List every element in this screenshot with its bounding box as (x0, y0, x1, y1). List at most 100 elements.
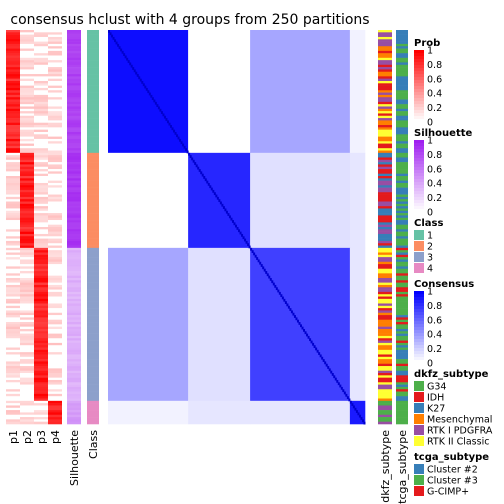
class-cell-row-56 (87, 157, 99, 161)
prob-cell-p4-row-31 (48, 99, 62, 103)
prob-cell-p3-row-75 (34, 201, 48, 205)
prob-cell-p4-row-143 (48, 359, 62, 362)
silhouette-cell-row-132 (67, 333, 81, 337)
silhouette-cell-row-5 (67, 39, 81, 42)
prob-cell-p1-row-85 (6, 224, 20, 228)
legend-swatch-silhouette-19 (414, 197, 424, 201)
prob-cell-p3-row-90 (34, 236, 48, 239)
prob-cell-p3-row-103 (34, 266, 48, 270)
prob-cell-p4-row-83 (48, 220, 62, 223)
consensus-diagonal-cell-67 (207, 182, 210, 186)
prob-cell-p4-row-93 (48, 243, 62, 246)
dkfz-subtype-cell-row-111 (378, 284, 392, 288)
prob-cell-p3-row-130 (34, 328, 48, 332)
class-cell-row-72 (87, 194, 99, 198)
class-cell-row-132 (87, 333, 99, 337)
prob-cell-p1-row-69 (6, 187, 20, 191)
silhouette-cell-row-153 (67, 382, 81, 385)
prob-cell-p3-row-104 (34, 268, 48, 272)
prob-cell-p4-row-19 (48, 71, 62, 75)
prob-cell-p1-row-135 (6, 340, 20, 344)
silhouette-cell-row-119 (67, 303, 81, 307)
dkfz-subtype-cell-row-6 (378, 41, 392, 45)
prob-cell-p2-row-13 (20, 57, 34, 61)
silhouette-cell-row-122 (67, 310, 81, 314)
silhouette-cell-row-29 (67, 94, 81, 98)
class-cell-row-157 (87, 391, 99, 395)
prob-cell-p1-row-113 (6, 289, 20, 293)
prob-cell-p4-row-114 (48, 291, 62, 295)
class-cell-row-84 (87, 222, 99, 225)
class-cell-row-75 (87, 201, 99, 205)
class-cell-row-18 (87, 69, 99, 73)
tcga-subtype-cell-row-41 (396, 122, 408, 126)
dkfz-subtype-cell-row-158 (378, 393, 392, 397)
consensus-diagonal-cell-72 (215, 194, 218, 198)
dkfz-subtype-cell-row-54 (378, 152, 392, 156)
tcga-subtype-cell-row-65 (396, 178, 408, 181)
tcga-subtype-cell-row-110 (396, 282, 408, 286)
consensus-diagonal-cell-148 (330, 370, 333, 374)
class-cell-row-92 (87, 240, 99, 244)
dkfz-subtype-cell-row-31 (378, 99, 392, 103)
legend-title-class: Class (414, 218, 443, 229)
prob-cell-p4-row-66 (48, 180, 62, 184)
silhouette-cell-row-146 (67, 366, 81, 369)
silhouette-cell-row-81 (67, 215, 81, 219)
prob-cell-p2-row-69 (20, 187, 34, 191)
prob-cell-p1-row-94 (6, 245, 20, 249)
tcga-subtype-cell-row-7 (396, 43, 408, 47)
prob-cell-p3-row-152 (34, 379, 48, 383)
prob-cell-p3-row-31 (34, 99, 48, 103)
consensus-diagonal-cell-81 (228, 215, 231, 219)
dkfz-subtype-cell-row-24 (378, 83, 392, 86)
silhouette-cell-row-163 (67, 405, 81, 409)
silhouette-cell-row-26 (67, 87, 81, 91)
tcga-subtype-cell-row-112 (396, 287, 408, 290)
prob-cell-p3-row-13 (34, 57, 48, 61)
prob-cell-p3-row-46 (34, 134, 48, 137)
legend-swatch-silhouette-7 (414, 161, 424, 165)
dkfz-subtype-cell-row-48 (378, 138, 392, 142)
dkfz-subtype-cell-row-138 (378, 347, 392, 351)
consensus-diagonal-cell-95 (250, 247, 253, 251)
prob-cell-p4-row-98 (48, 254, 62, 258)
consensus-diagonal-cell-126 (296, 319, 299, 323)
dkfz-subtype-cell-row-51 (378, 145, 392, 149)
silhouette-cell-row-133 (67, 335, 81, 339)
prob-cell-p3-row-154 (34, 384, 48, 388)
prob-cell-p1-row-132 (6, 333, 20, 337)
prob-cell-p4-row-26 (48, 87, 62, 91)
prob-cell-p4-row-85 (48, 224, 62, 228)
prob-cell-p4-row-16 (48, 64, 62, 68)
dkfz-subtype-cell-row-153 (378, 382, 392, 385)
prob-cell-p4-row-128 (48, 324, 62, 327)
prob-cell-p1-row-58 (6, 162, 20, 165)
prob-cell-p2-row-31 (20, 99, 34, 103)
consensus-diagonal-cell-169 (361, 419, 364, 423)
consensus-diagonal-cell-2 (109, 32, 112, 36)
prob-cell-p1-row-153 (6, 382, 20, 385)
tcga-subtype-cell-row-163 (396, 405, 408, 409)
class-cell-row-129 (87, 326, 99, 330)
silhouette-cell-row-112 (67, 287, 81, 290)
class-cell-row-9 (87, 48, 99, 52)
silhouette-cell-row-115 (67, 294, 81, 297)
prob-cell-p1-row-11 (6, 53, 20, 56)
tcga-subtype-cell-row-119 (396, 303, 408, 307)
prob-cell-p4-row-15 (48, 62, 62, 66)
tcga-subtype-cell-row-66 (396, 180, 408, 184)
consensus-diagonal-cell-116 (281, 296, 284, 300)
prob-cell-p1-row-32 (6, 101, 20, 105)
silhouette-cell-row-91 (67, 238, 81, 242)
tcga-subtype-cell-row-125 (396, 317, 408, 321)
silhouette-cell-row-111 (67, 284, 81, 288)
consensus-diagonal-cell-49 (180, 141, 183, 145)
consensus-diagonal-cell-161 (349, 400, 352, 404)
prob-cell-p1-row-103 (6, 266, 20, 270)
prob-cell-p2-row-15 (20, 62, 34, 66)
tcga-subtype-cell-row-60 (396, 166, 408, 170)
prob-cell-p4-row-115 (48, 294, 62, 297)
silhouette-cell-row-38 (67, 115, 81, 119)
